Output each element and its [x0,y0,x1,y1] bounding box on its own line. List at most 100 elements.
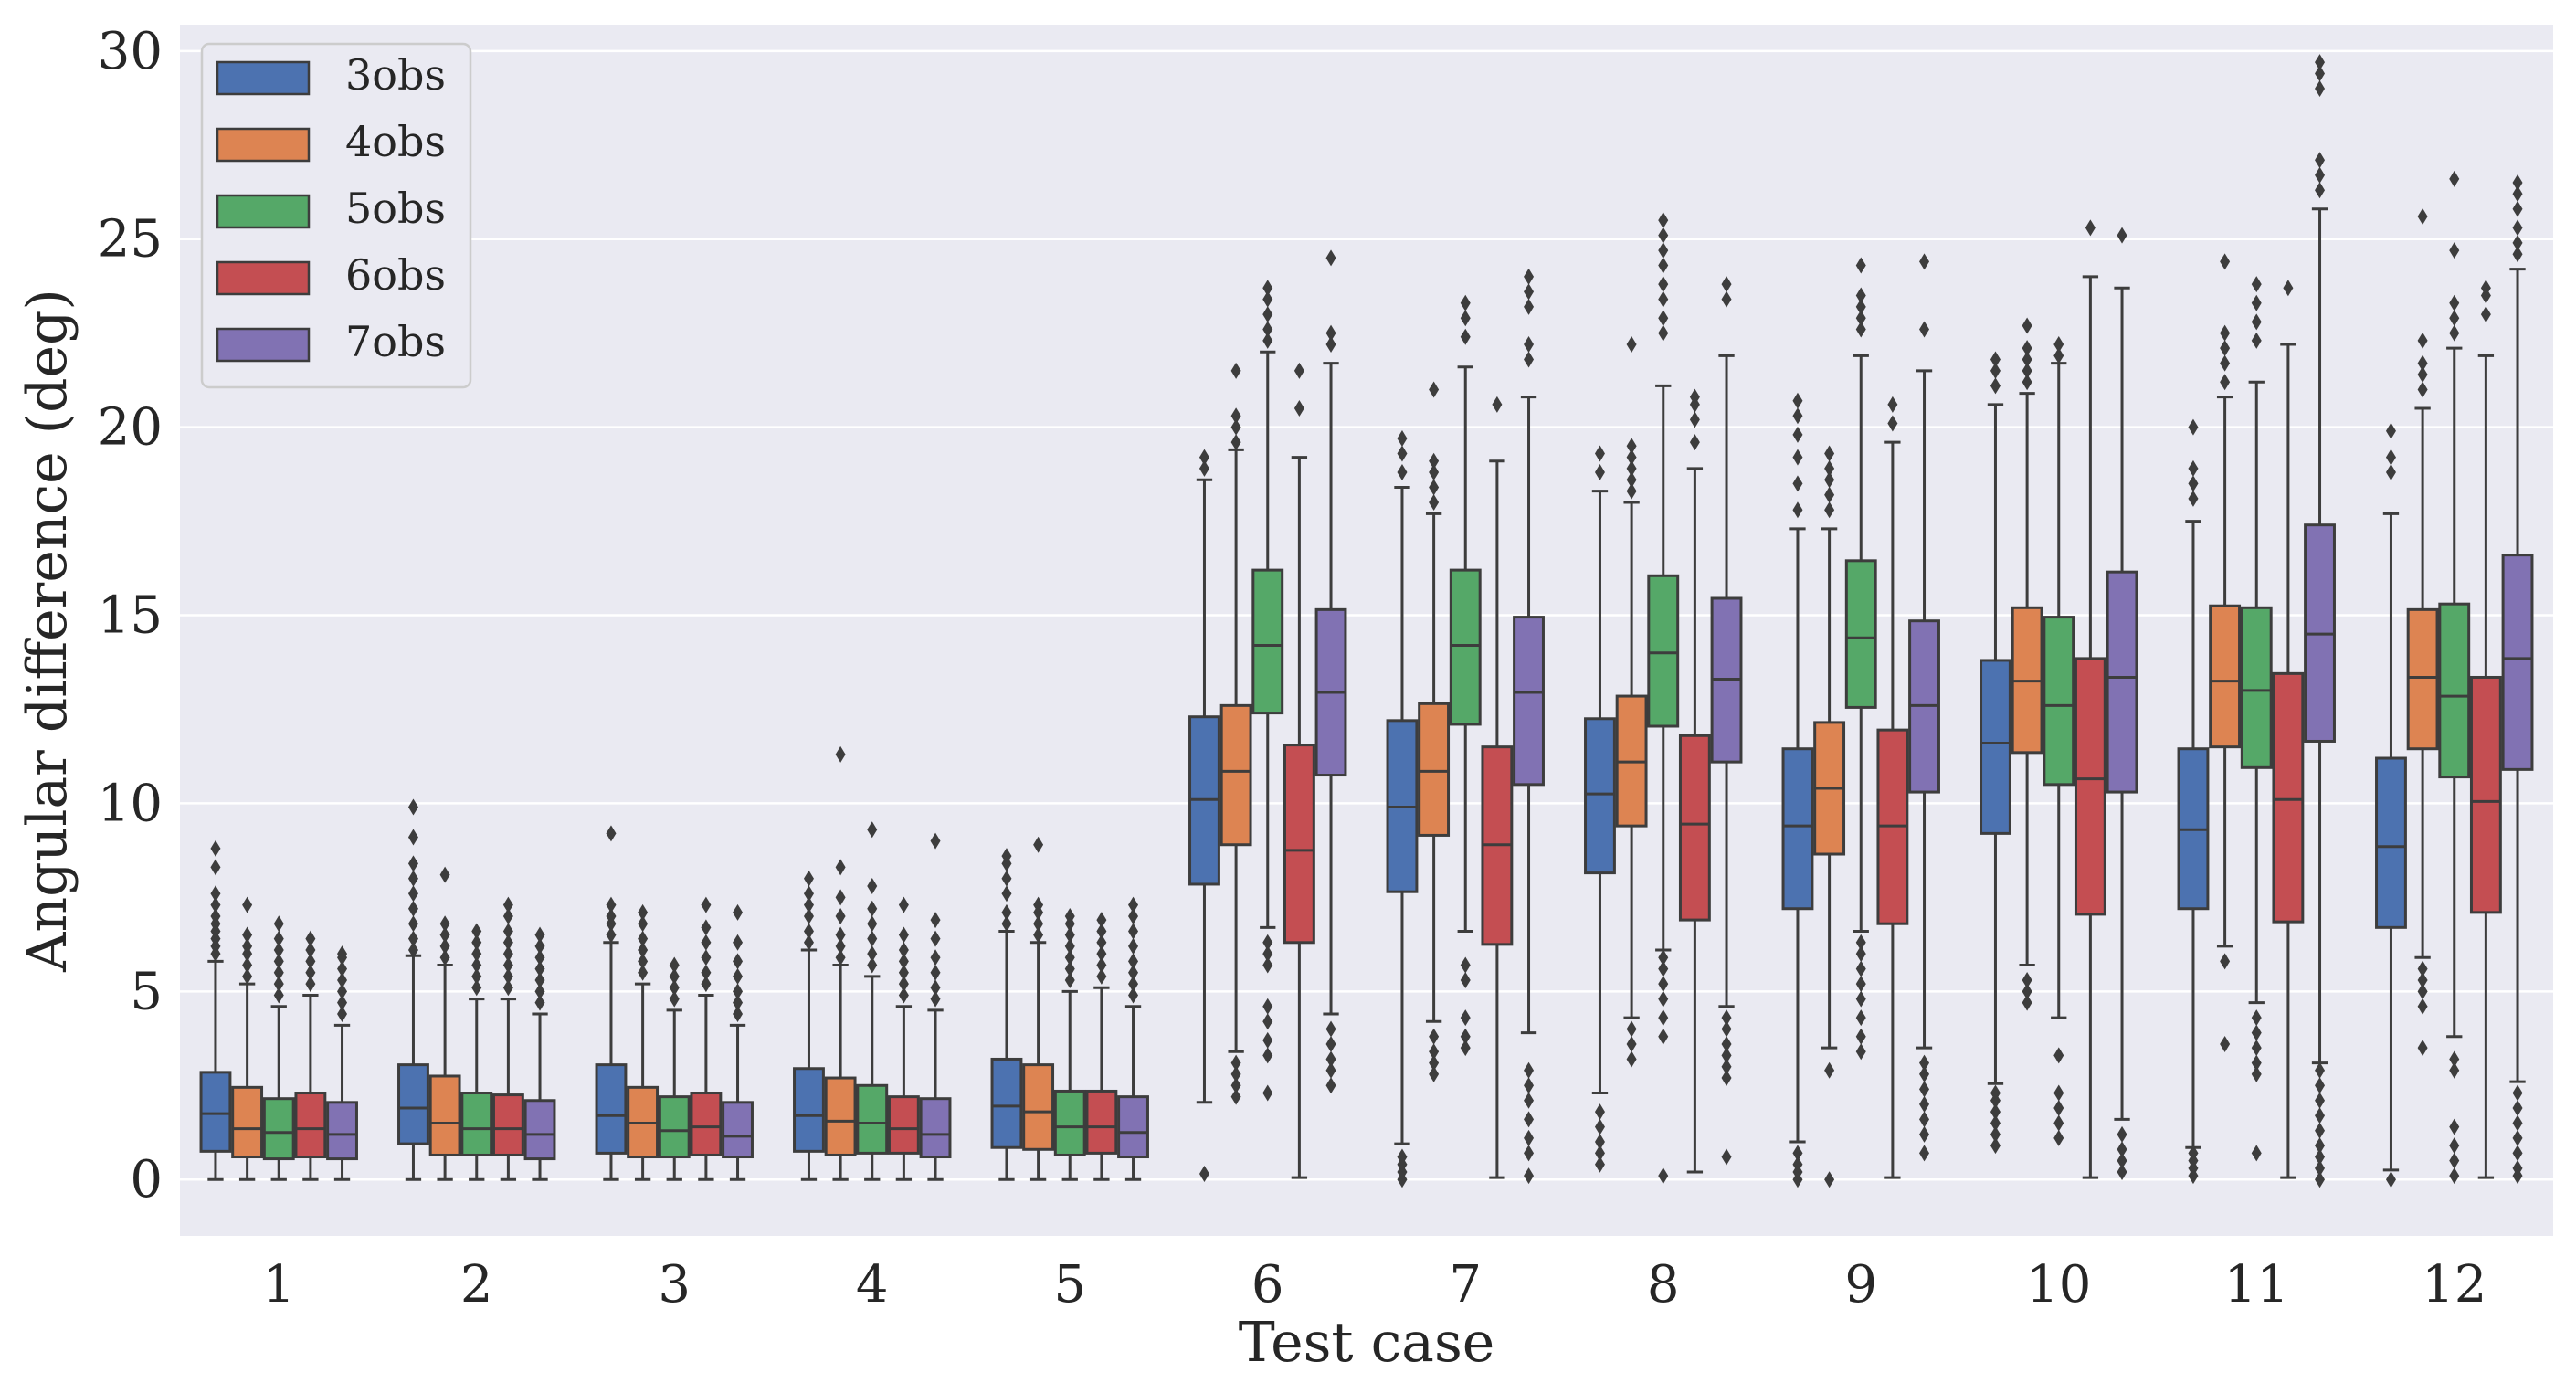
outlier-point [1460,971,1471,988]
outlier-point [835,745,846,763]
outlier-point [2385,464,2396,481]
outlier-point [1824,1171,1835,1188]
box-7obs-case-6 [1314,249,1347,1094]
outlier-point [2512,1114,2523,1132]
legend-item-3obs: 3obs [216,50,446,100]
outlier-point [2251,332,2262,349]
outlier-point [1460,956,1471,974]
outlier-point [1524,351,1535,368]
outlier-point [930,949,941,966]
outlier-point [1429,1028,1440,1045]
outlier-point [1524,1129,1535,1146]
box-3obs-case-8 [1584,445,1616,1173]
outlier-point [1262,945,1273,963]
outlier-point [273,987,284,1004]
outlier-point [733,967,744,985]
outlier-point [471,979,482,997]
outlier-point [1855,960,1866,977]
outlier-point [1594,1134,1605,1151]
outlier-point [1919,321,1930,338]
outlier-point [2117,1125,2127,1143]
outlier-point [2022,351,2032,368]
legend-label: 4obs [345,117,446,166]
outlier-point [803,934,814,951]
outlier-point [2315,54,2326,71]
outlier-point [273,953,284,970]
outlier-point [502,934,513,951]
outlier-point [1626,449,1637,466]
box-6obs-case-7 [1481,396,1514,1179]
box-3obs-case-10 [1980,351,2011,1155]
iqr-box [990,1057,1023,1149]
outlier-point [1397,445,1408,462]
y-axis-title: Angular difference (deg) [16,289,79,973]
outlier-point [2220,354,2231,372]
outlier-point [1792,475,1803,492]
box-5obs-case-4 [856,821,889,1181]
outlier-point [1460,294,1471,311]
outlier-point [439,926,450,944]
outlier-point [930,979,941,997]
iqr-box [2106,570,2138,794]
outlier-point [1524,283,1535,301]
outlier-point [1626,1035,1637,1052]
outlier-point [2449,294,2460,311]
iqr-box [262,1097,295,1161]
outlier-point [337,1006,348,1023]
outlier-point [1919,1095,1930,1113]
legend-swatch [216,260,311,296]
outlier-point [2512,1129,2523,1146]
outlier-point [2449,170,2460,187]
iqr-box [1117,1095,1149,1159]
outlier-point [1096,934,1107,951]
outlier-point [2315,65,2326,82]
outlier-point [2417,971,2428,988]
outlier-point [2117,1152,2127,1169]
outlier-point [2417,332,2428,349]
outlier-point [1064,937,1075,955]
outlier-point [1524,1092,1535,1109]
outlier-point [534,926,545,944]
x-tick-label: 1 [262,1255,295,1314]
outlier-point [1001,915,1012,933]
box-5obs-case-2 [460,923,493,1181]
outlier-point [1230,434,1241,451]
y-tick-label: 10 [98,774,163,833]
outlier-point [701,919,712,936]
outlier-point [2220,374,2231,391]
outlier-point [2417,1040,2428,1057]
iqr-box [2074,657,2106,916]
outlier-point [733,934,744,951]
outlier-point [2022,994,2032,1011]
outlier-point [1524,336,1535,354]
y-tick-label: 0 [130,1150,163,1209]
outlier-point [534,937,545,955]
outlier-point [2117,1163,2127,1180]
outlier-point [2417,354,2428,372]
outlier-point [1524,1145,1535,1162]
outlier-point [898,987,909,1004]
grid-lines [180,49,2553,1181]
outlier-point [701,896,712,913]
outlier-point [1429,1043,1440,1061]
outlier-point [210,839,221,857]
x-axis-title: Test case [1239,1311,1495,1375]
outlier-point [1230,418,1241,436]
outlier-point [2417,983,2428,1000]
outlier-point [1230,1065,1241,1082]
legend-swatch [216,194,311,229]
outlier-point [1658,1167,1669,1185]
box-3obs-case-7 [1386,429,1419,1188]
outlier-point [1792,1156,1803,1173]
box-7obs-case-8 [1710,276,1743,1166]
outlier-point [1792,1145,1803,1162]
outlier-point [1325,1035,1336,1052]
box-3obs-case-4 [793,870,825,1181]
outlier-point [1658,257,1669,274]
outlier-point [502,896,513,913]
outlier-point [1594,1103,1605,1121]
iqr-box [1219,703,1252,847]
outlier-point [1064,960,1075,977]
outlier-point [471,956,482,974]
